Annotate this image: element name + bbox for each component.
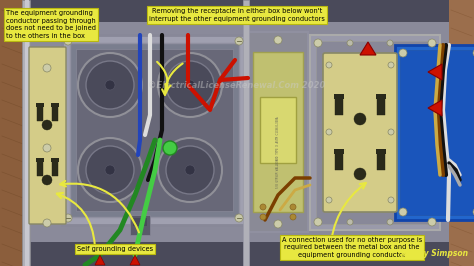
Text: Self grounding devices: Self grounding devices xyxy=(77,246,153,252)
Bar xyxy=(25,0,29,266)
Text: ©ElectricalLicenseRenewal.Com 2020: ©ElectricalLicenseRenewal.Com 2020 xyxy=(148,81,326,89)
Circle shape xyxy=(105,80,115,90)
Polygon shape xyxy=(130,255,140,265)
Circle shape xyxy=(260,204,266,210)
Bar xyxy=(18,22,456,242)
Bar xyxy=(37,105,43,121)
FancyBboxPatch shape xyxy=(29,47,66,224)
Circle shape xyxy=(185,80,195,90)
Circle shape xyxy=(235,214,243,222)
Bar xyxy=(449,0,474,266)
Bar xyxy=(400,50,474,215)
Bar xyxy=(52,160,58,176)
Circle shape xyxy=(274,220,282,228)
Bar xyxy=(377,152,385,170)
Text: 5/8 GYPSUM WALLBOARD TYPE X ASTM C1396/L300A: 5/8 GYPSUM WALLBOARD TYPE X ASTM C1396/L… xyxy=(276,116,280,188)
Bar xyxy=(51,158,59,162)
Text: A connection used for no other purpose is
required between the metal box and the: A connection used for no other purpose i… xyxy=(282,237,422,258)
Circle shape xyxy=(42,120,52,130)
Circle shape xyxy=(428,39,436,47)
Circle shape xyxy=(290,214,296,220)
Circle shape xyxy=(314,39,322,47)
Bar xyxy=(316,41,434,224)
Bar xyxy=(260,97,296,163)
Bar xyxy=(133,218,147,226)
Circle shape xyxy=(166,146,214,194)
Bar xyxy=(0,0,25,266)
Bar xyxy=(335,97,343,115)
Circle shape xyxy=(235,37,243,45)
Text: Removing the receptacle in either box below won't
interrupt the other equipment : Removing the receptacle in either box be… xyxy=(149,8,325,22)
Circle shape xyxy=(43,144,51,152)
Bar xyxy=(395,45,474,220)
Bar xyxy=(376,149,386,154)
Circle shape xyxy=(86,61,134,109)
Bar xyxy=(37,160,43,176)
Bar xyxy=(334,94,344,99)
Polygon shape xyxy=(428,64,442,80)
Bar xyxy=(248,32,308,232)
Circle shape xyxy=(274,36,282,44)
Polygon shape xyxy=(428,100,442,116)
Circle shape xyxy=(42,175,52,185)
Bar xyxy=(253,52,303,212)
Circle shape xyxy=(354,168,366,180)
Circle shape xyxy=(163,141,177,155)
Circle shape xyxy=(388,129,394,135)
Circle shape xyxy=(78,53,142,117)
Circle shape xyxy=(473,49,474,57)
Bar xyxy=(243,0,249,266)
Circle shape xyxy=(86,146,134,194)
Circle shape xyxy=(326,197,332,203)
Circle shape xyxy=(354,113,366,125)
Circle shape xyxy=(428,218,436,226)
Circle shape xyxy=(43,64,51,72)
Bar xyxy=(130,215,150,235)
Bar xyxy=(334,149,344,154)
Circle shape xyxy=(347,219,353,225)
Bar xyxy=(22,0,30,266)
Bar xyxy=(376,94,386,99)
Bar xyxy=(62,35,247,225)
Circle shape xyxy=(399,208,407,216)
Circle shape xyxy=(105,165,115,175)
Bar xyxy=(76,49,233,211)
Circle shape xyxy=(166,61,214,109)
Circle shape xyxy=(290,204,296,210)
Circle shape xyxy=(387,40,393,46)
Circle shape xyxy=(473,208,474,216)
Bar xyxy=(335,152,343,170)
Circle shape xyxy=(185,165,195,175)
Circle shape xyxy=(388,197,394,203)
Circle shape xyxy=(388,62,394,68)
Bar xyxy=(377,97,385,115)
FancyBboxPatch shape xyxy=(323,53,397,212)
Text: Jeffrey Simpson: Jeffrey Simpson xyxy=(400,249,468,258)
Polygon shape xyxy=(95,255,105,265)
Circle shape xyxy=(78,138,142,202)
Bar xyxy=(52,105,58,121)
Bar xyxy=(51,103,59,107)
Circle shape xyxy=(387,219,393,225)
Circle shape xyxy=(347,40,353,46)
Circle shape xyxy=(260,214,266,220)
Circle shape xyxy=(399,49,407,57)
Bar xyxy=(310,35,440,230)
Bar xyxy=(70,43,239,217)
Circle shape xyxy=(314,218,322,226)
Bar xyxy=(36,103,44,107)
Circle shape xyxy=(326,129,332,135)
Text: The equipment grounding
conductor passing through
does not need to be joined
to : The equipment grounding conductor passin… xyxy=(6,10,96,39)
Polygon shape xyxy=(360,42,376,55)
Circle shape xyxy=(158,53,222,117)
Bar xyxy=(36,158,44,162)
Circle shape xyxy=(158,138,222,202)
Circle shape xyxy=(64,37,72,45)
Circle shape xyxy=(64,214,72,222)
Circle shape xyxy=(326,62,332,68)
Circle shape xyxy=(43,219,51,227)
